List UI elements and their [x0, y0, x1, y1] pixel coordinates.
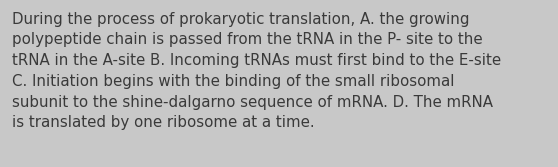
- Text: During the process of prokaryotic translation, A. the growing
polypeptide chain : During the process of prokaryotic transl…: [12, 12, 502, 130]
